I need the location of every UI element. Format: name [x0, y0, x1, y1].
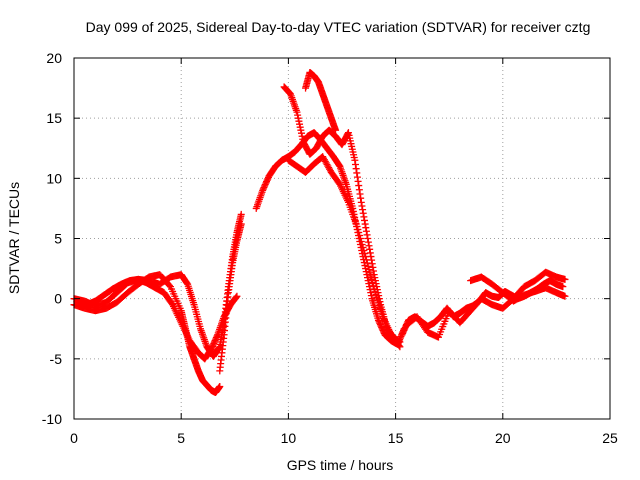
- data-point: [332, 126, 340, 134]
- data-points: [70, 68, 569, 397]
- data-point: [353, 222, 361, 230]
- data-point: [356, 231, 364, 239]
- data-point: [395, 342, 403, 350]
- data-point: [237, 220, 245, 228]
- data-point: [165, 281, 173, 289]
- y-tick-label: 0: [54, 291, 62, 307]
- data-point: [396, 343, 404, 351]
- x-tick-label: 0: [70, 430, 78, 446]
- data-point: [354, 225, 362, 233]
- y-tick-label: 10: [46, 170, 62, 186]
- data-point: [362, 256, 370, 264]
- series-track-g: [302, 68, 340, 134]
- series-track-k: [467, 273, 569, 305]
- axis-ticks: 0 5 10 15 20 25 -10 -5 0 5 10 15 20: [42, 50, 618, 446]
- data-point: [359, 244, 367, 252]
- y-axis-label: SDTVAR / TECUs: [6, 182, 22, 294]
- y-tick-label: -10: [42, 411, 62, 427]
- data-point: [361, 250, 369, 258]
- data-point: [365, 266, 373, 274]
- grid-lines: [74, 58, 610, 419]
- x-axis-label: GPS time / hours: [287, 457, 394, 473]
- data-point: [216, 383, 224, 391]
- data-point: [561, 292, 569, 300]
- x-tick-label: 5: [177, 430, 185, 446]
- data-point: [559, 283, 567, 291]
- series-track-j: [402, 268, 569, 341]
- data-point: [369, 282, 377, 290]
- data-point: [360, 247, 368, 255]
- x-tick-label: 20: [495, 430, 511, 446]
- y-tick-label: 20: [46, 50, 62, 66]
- data-point: [357, 238, 365, 246]
- data-point: [355, 228, 363, 236]
- series-track-d: [216, 220, 245, 375]
- x-tick-label: 25: [602, 430, 618, 446]
- x-tick-label: 10: [281, 430, 297, 446]
- data-point: [356, 235, 364, 242]
- series-track-e: [252, 129, 408, 348]
- series-track-f: [280, 83, 404, 346]
- data-point: [368, 275, 376, 283]
- chart-title: Day 099 of 2025, Sidereal Day-to-day VTE…: [86, 19, 591, 35]
- data-point: [367, 272, 375, 280]
- y-tick-label: 15: [46, 110, 62, 126]
- data-point: [362, 253, 370, 261]
- data-point: [358, 241, 366, 249]
- data-point: [233, 292, 241, 300]
- data-point: [366, 269, 374, 277]
- data-point: [561, 275, 569, 283]
- series-track-h: [284, 153, 404, 351]
- y-tick-label: 5: [54, 231, 62, 247]
- x-tick-label: 15: [388, 430, 404, 446]
- data-point: [363, 259, 371, 267]
- data-point: [368, 279, 376, 287]
- data-point: [364, 262, 372, 270]
- y-tick-label: -5: [50, 351, 63, 367]
- data-point: [237, 210, 245, 218]
